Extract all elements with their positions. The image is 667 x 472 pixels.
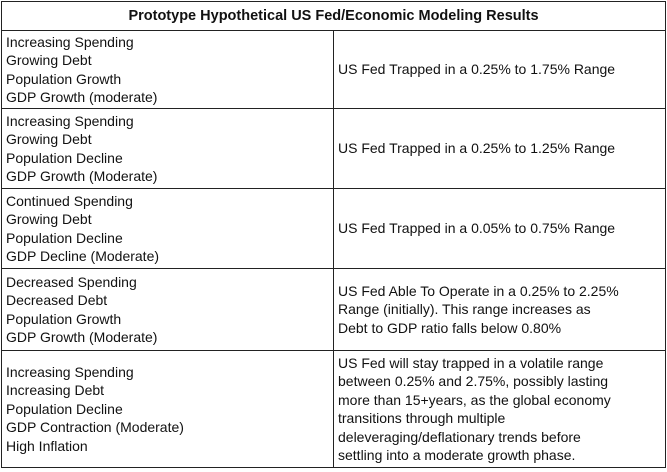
cell-line: GDP Contraction (Moderate)	[6, 419, 184, 436]
table-row: Increasing Spending Increasing Debt Popula…	[1, 350, 666, 468]
cell-line: settling into a moderate growth phase.	[338, 447, 576, 463]
result-cell: US Fed Trapped in a 0.25% to 1.75% Range	[333, 30, 666, 109]
result-cell: US Fed Trapped in a 0.25% to 1.25% Range	[333, 108, 666, 189]
cell-line: High Inflation	[6, 437, 88, 454]
table-row: Increasing Spending Growing Debt Populatio…	[1, 108, 666, 189]
cell-line: Increasing Debt	[6, 382, 105, 399]
cell-line: GDP Growth (Moderate)	[6, 329, 158, 345]
cell-line: Growing Debt	[6, 211, 92, 227]
cell-line: Increasing Spending	[6, 33, 134, 50]
cell-line: Population Decline	[6, 149, 123, 166]
scenario-cell: Increasing Spending Growing Debt Populatio…	[1, 30, 334, 109]
cell-line: Debt to GDP ratio falls below 0.80%	[338, 319, 562, 336]
cell-line: US Fed will stay trapped in a volatile r…	[338, 354, 604, 371]
cell-line: Population Growth	[6, 70, 122, 87]
table-row: Continued Spending Growing Debt Population…	[1, 188, 666, 269]
table-row: Decreased Spending Decreased Debt Populati…	[1, 268, 666, 351]
cell-line: US Fed Trapped in a 0.25% to 1.75% Range	[338, 61, 616, 78]
cell-line: Range (initially). This range increases …	[338, 301, 591, 318]
title-row: Prototype Hypothetical US Fed/Economic M…	[1, 1, 666, 31]
cell-line: GDP Growth (Moderate)	[6, 168, 158, 184]
cell-line: GDP Decline (Moderate)	[6, 248, 160, 264]
cell-line: Population Decline	[6, 400, 123, 417]
table-title: Prototype Hypothetical US Fed/Economic M…	[1, 1, 666, 31]
cell-line: US Fed Able To Operate in a 0.25% to 2.2…	[338, 282, 619, 299]
cell-line: Continued Spending	[6, 192, 133, 209]
scenario-cell: Increasing Spending Growing Debt Populatio…	[1, 108, 334, 189]
scenario-cell: Continued Spending Growing Debt Population…	[1, 188, 334, 269]
cell-line: Population Growth	[6, 310, 122, 327]
cell-line: Decreased Spending	[6, 273, 137, 290]
cell-line: Decreased Debt	[6, 292, 108, 308]
cell-line: Population Decline	[6, 229, 123, 246]
cell-line: Growing Debt	[6, 131, 92, 147]
cell-line: deleveraging/deflationary trends before	[338, 428, 581, 445]
cell-line: US Fed Trapped in a 0.25% to 1.25% Range	[338, 140, 616, 157]
cell-line: transitions through multiple	[338, 410, 506, 426]
result-cell: US Fed will stay trapped in a volatile r…	[333, 350, 666, 468]
cell-line: more than 15+years, as the global econom…	[338, 391, 611, 408]
cell-line: Growing Debt	[6, 52, 92, 68]
table-row: Increasing Spending Growing Debt Populatio…	[1, 30, 666, 109]
cell-line: between 0.25% and 2.75%, possibly lastin…	[338, 373, 609, 389]
scenario-cell: Increasing Spending Increasing Debt Popula…	[1, 350, 334, 468]
result-cell: US Fed Trapped in a 0.05% to 0.75% Range	[333, 188, 666, 269]
cell-line: GDP Growth (moderate)	[6, 89, 158, 105]
result-cell: US Fed Able To Operate in a 0.25% to 2.2…	[333, 268, 666, 351]
cell-line: Increasing Spending	[6, 363, 134, 380]
cell-line: US Fed Trapped in a 0.05% to 0.75% Range	[338, 220, 616, 237]
cell-line: Increasing Spending	[6, 112, 134, 129]
scenario-cell: Decreased Spending Decreased Debt Populati…	[1, 268, 334, 351]
